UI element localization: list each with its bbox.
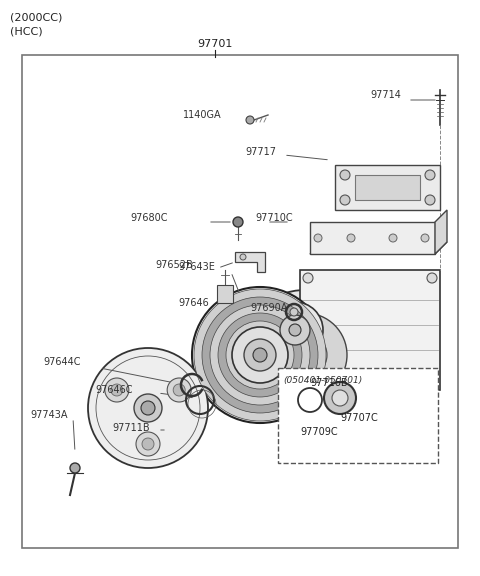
Circle shape <box>340 170 350 180</box>
Circle shape <box>88 348 208 468</box>
Text: 97710C: 97710C <box>255 213 293 223</box>
Circle shape <box>389 234 397 242</box>
Circle shape <box>173 384 185 396</box>
Circle shape <box>70 463 80 473</box>
Polygon shape <box>235 252 265 272</box>
Text: 97717: 97717 <box>245 147 276 157</box>
Text: (2000CC): (2000CC) <box>10 12 62 22</box>
Circle shape <box>303 377 313 387</box>
Circle shape <box>340 195 350 205</box>
Polygon shape <box>310 242 447 254</box>
Circle shape <box>240 254 246 260</box>
Circle shape <box>267 302 323 358</box>
Text: 97709C: 97709C <box>300 427 337 437</box>
Polygon shape <box>310 222 435 254</box>
Circle shape <box>290 308 298 316</box>
Text: 1140GA: 1140GA <box>183 110 222 120</box>
Circle shape <box>194 289 326 421</box>
Circle shape <box>425 170 435 180</box>
Bar <box>22 55 458 548</box>
Text: 97711B: 97711B <box>112 423 150 433</box>
Text: 97701: 97701 <box>197 39 233 49</box>
Text: 97646: 97646 <box>178 298 209 308</box>
Circle shape <box>210 305 310 405</box>
Circle shape <box>253 348 267 362</box>
Circle shape <box>324 382 356 414</box>
Text: 97680C: 97680C <box>130 213 168 223</box>
Text: (050401-050701): (050401-050701) <box>283 376 362 385</box>
Text: 97646C: 97646C <box>95 385 132 395</box>
Text: 97644C: 97644C <box>43 357 81 367</box>
Circle shape <box>289 324 301 336</box>
Circle shape <box>280 315 310 345</box>
Circle shape <box>192 287 328 423</box>
Bar <box>278 368 438 463</box>
Polygon shape <box>435 210 447 254</box>
Circle shape <box>263 313 347 397</box>
Polygon shape <box>355 175 420 200</box>
Circle shape <box>425 195 435 205</box>
Circle shape <box>427 273 437 283</box>
Circle shape <box>167 378 191 402</box>
Circle shape <box>347 234 355 242</box>
Text: 97716B: 97716B <box>310 378 348 388</box>
Circle shape <box>226 321 294 389</box>
Circle shape <box>332 390 348 406</box>
Text: 97714: 97714 <box>370 90 401 100</box>
Text: (HCC): (HCC) <box>10 26 43 36</box>
Text: 97707C: 97707C <box>340 413 378 423</box>
Circle shape <box>427 377 437 387</box>
Circle shape <box>244 339 276 371</box>
Circle shape <box>111 384 123 396</box>
Circle shape <box>232 327 288 383</box>
Circle shape <box>421 234 429 242</box>
Circle shape <box>283 333 327 377</box>
Circle shape <box>246 116 254 124</box>
Bar <box>217 285 233 303</box>
Circle shape <box>202 297 318 413</box>
Polygon shape <box>335 165 440 210</box>
Circle shape <box>136 432 160 456</box>
Circle shape <box>218 313 302 397</box>
Text: 97743A: 97743A <box>30 410 68 420</box>
Bar <box>300 270 440 390</box>
Text: 97643E: 97643E <box>178 262 215 272</box>
Circle shape <box>233 217 243 227</box>
Circle shape <box>134 394 162 422</box>
Circle shape <box>314 234 322 242</box>
Circle shape <box>240 290 370 420</box>
Circle shape <box>303 273 313 283</box>
Circle shape <box>141 401 155 415</box>
Circle shape <box>105 378 129 402</box>
Text: 97652B: 97652B <box>155 260 193 270</box>
Text: 97690A: 97690A <box>250 303 288 313</box>
Circle shape <box>142 438 154 450</box>
